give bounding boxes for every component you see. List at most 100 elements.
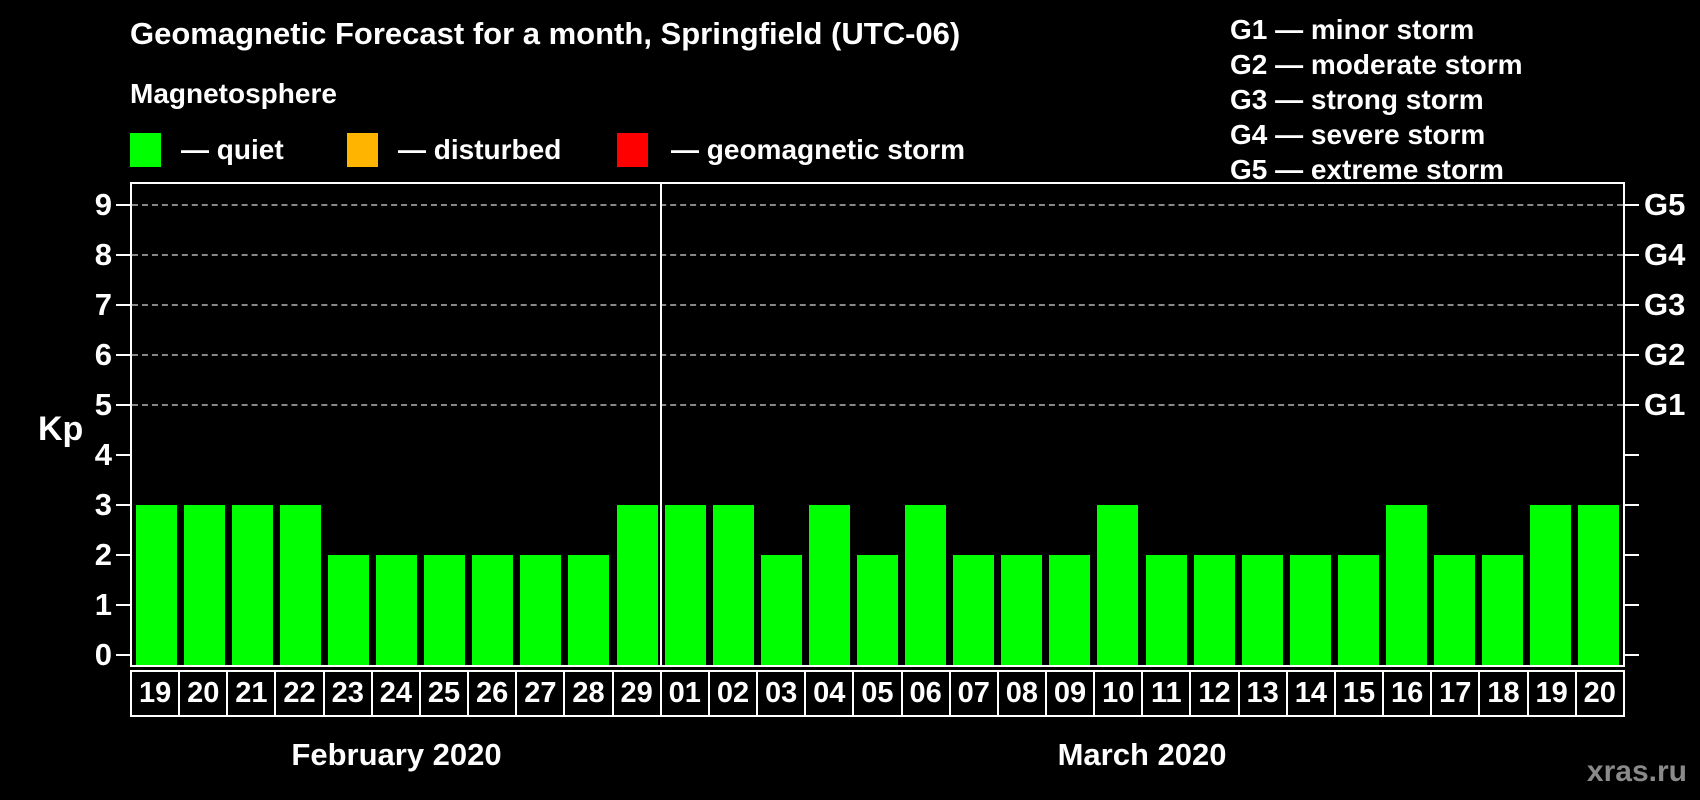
kp-bar <box>1241 555 1283 665</box>
y-tick-label: 6 <box>94 337 112 372</box>
day-label: 24 <box>370 670 421 717</box>
day-label: 15 <box>1333 670 1385 717</box>
y-tick-right <box>1625 304 1639 306</box>
day-label: 21 <box>226 670 277 717</box>
y-tick-right <box>1625 554 1639 556</box>
day-label: 22 <box>274 670 325 717</box>
g-scale-legend-line: G1 — minor storm <box>1230 14 1475 45</box>
kp-bar <box>1337 555 1379 665</box>
day-label: 19 <box>130 670 181 717</box>
kp-bar <box>135 505 177 665</box>
kp-bar <box>1434 555 1476 665</box>
day-label: 05 <box>852 670 903 717</box>
gridline-kp6 <box>132 354 1623 356</box>
y-tick-left <box>116 654 130 656</box>
day-label: 02 <box>707 670 759 717</box>
g-axis-label: G5 <box>1644 187 1686 222</box>
day-label: 16 <box>1382 670 1433 717</box>
y-tick-right <box>1625 504 1639 506</box>
y-tick-label: 9 <box>94 187 112 222</box>
kp-bar <box>1578 505 1620 665</box>
month-divider <box>660 184 663 665</box>
y-tick-label: 1 <box>94 587 112 622</box>
kp-bar <box>327 555 369 665</box>
y-tick-left <box>116 354 130 356</box>
kp-bar <box>279 505 321 665</box>
kp-bar <box>1193 555 1235 665</box>
y-tick-right <box>1625 454 1639 456</box>
month-label: March 2020 <box>1057 737 1227 772</box>
day-label: 14 <box>1285 670 1336 717</box>
kp-bar <box>424 555 466 665</box>
g-scale-legend-line: G2 — moderate storm <box>1230 49 1523 80</box>
month-label: February 2020 <box>291 737 502 772</box>
day-label: 03 <box>756 670 807 717</box>
kp-bar <box>712 505 754 665</box>
y-tick-label: 3 <box>94 487 112 522</box>
gridline-kp7 <box>132 304 1623 306</box>
day-label: 12 <box>1189 670 1240 717</box>
g-scale-legend-line: G5 — extreme storm <box>1230 154 1504 185</box>
y-tick-right <box>1625 654 1639 656</box>
day-label: 19 <box>1526 670 1577 717</box>
day-label: 18 <box>1478 670 1529 717</box>
magnetosphere-heading: Magnetosphere <box>130 78 337 109</box>
kp-bar <box>905 505 947 665</box>
day-label: 17 <box>1430 670 1481 717</box>
day-label: 08 <box>996 670 1047 717</box>
kp-bar <box>1097 505 1139 665</box>
y-tick-label: 8 <box>94 237 112 272</box>
y-tick-label: 7 <box>94 287 112 322</box>
y-tick-left <box>116 554 130 556</box>
y-tick-label: 0 <box>94 637 112 672</box>
g-scale-legend-line: G4 — severe storm <box>1230 119 1486 150</box>
y-tick-left <box>116 204 130 206</box>
g-axis-label: G3 <box>1644 287 1686 322</box>
y-tick-label: 4 <box>94 437 112 472</box>
kp-bar <box>472 555 514 665</box>
day-label: 10 <box>1093 670 1144 717</box>
kp-bar <box>1482 555 1524 665</box>
y-tick-left <box>116 254 130 256</box>
kp-bar <box>231 505 273 665</box>
day-label: 06 <box>900 670 951 717</box>
legend-swatch-storm <box>617 133 648 167</box>
g-scale-legend: G1 — minor storm G2 — moderate storm G3 … <box>1230 12 1523 187</box>
legend-label-quiet: — quiet <box>181 134 284 165</box>
gridline-kp9 <box>132 204 1623 206</box>
y-axis-title: Kp <box>38 410 84 448</box>
legend-swatch-disturbed <box>347 133 378 167</box>
day-label: 27 <box>515 670 566 717</box>
y-tick-right <box>1625 204 1639 206</box>
kp-bar <box>760 555 802 665</box>
y-tick-left <box>116 604 130 606</box>
y-tick-label: 2 <box>94 537 112 572</box>
legend-label-disturbed: — disturbed <box>398 134 562 165</box>
kp-bar <box>568 555 610 665</box>
kp-bar <box>520 555 562 665</box>
gridline-kp8 <box>132 254 1623 256</box>
watermark: xras.ru <box>1586 755 1687 788</box>
y-tick-right <box>1625 604 1639 606</box>
day-axis: 19 20 21 22 23 24 25 26 27 28 29 01 02 03 04 05 06 07 08 09… <box>130 670 1625 717</box>
day-label: 29 <box>611 670 662 717</box>
gridline-kp5 <box>132 404 1623 406</box>
g-axis-label: G4 <box>1644 237 1686 272</box>
y-tick-left <box>116 304 130 306</box>
kp-bar <box>376 555 418 665</box>
kp-bar <box>183 505 225 665</box>
day-label: 25 <box>418 670 470 717</box>
kp-bar <box>616 505 658 665</box>
kp-bar <box>1145 555 1187 665</box>
y-tick-right <box>1625 254 1639 256</box>
kp-bar <box>1530 505 1572 665</box>
page-title: Geomagnetic Forecast for a month, Spring… <box>130 16 961 51</box>
kp-bar <box>857 555 898 665</box>
day-label: 09 <box>1044 670 1096 717</box>
g-axis-label: G2 <box>1644 337 1686 372</box>
legend-label-storm: — geomagnetic storm <box>671 134 966 165</box>
kp-bar <box>808 505 850 665</box>
g-scale-legend-line: G3 — strong storm <box>1230 84 1484 115</box>
day-label: 28 <box>563 670 614 717</box>
y-tick-right <box>1625 354 1639 356</box>
